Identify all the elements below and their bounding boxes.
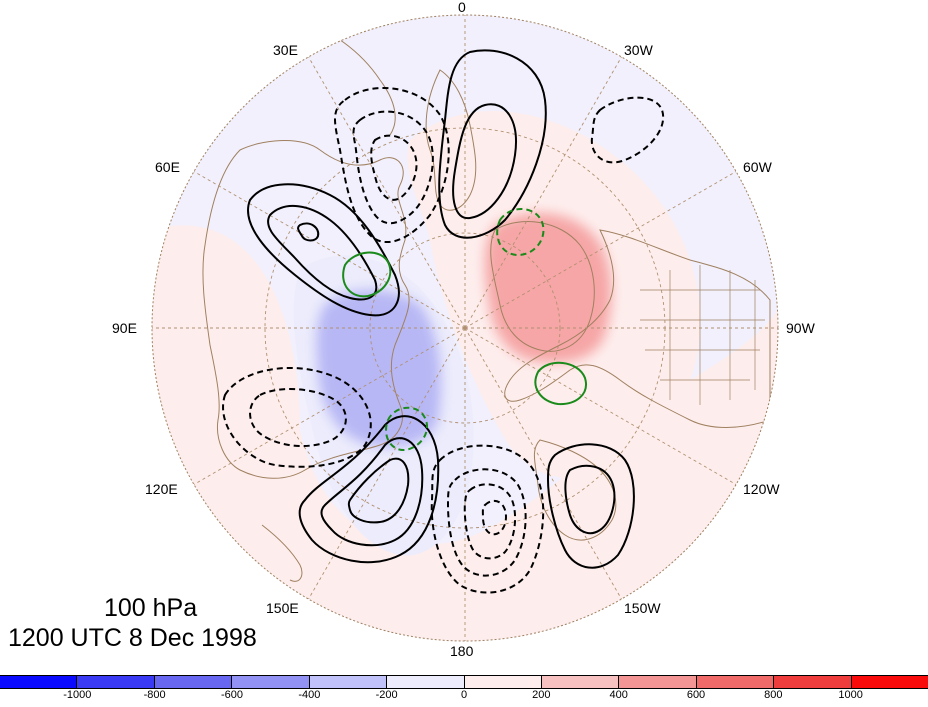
- colorbar-swatch-7: [540, 676, 619, 688]
- colorbar-tick-label: 0: [460, 689, 468, 701]
- land-outlines: [202, 19, 771, 582]
- shading-layer: [152, 15, 778, 641]
- colorbar-tick-label: 600: [686, 689, 706, 701]
- colorbar-tick-label: -200: [375, 689, 398, 701]
- colorbar-swatch-11: [850, 676, 928, 688]
- coastline-japan: [261, 524, 303, 582]
- negative-contour-asia: [222, 366, 372, 468]
- colorbar-tick-label: -600: [220, 689, 244, 701]
- negative-contour-europe: [334, 87, 450, 244]
- longitude-label-120w: 120W: [743, 481, 780, 497]
- meridian-120e: [193, 327, 466, 485]
- positive-contour-pacific-west: [298, 415, 440, 564]
- colorbar-swatch-0: [0, 676, 77, 688]
- longitude-label-150e: 150E: [266, 600, 299, 616]
- colorbar-tick-label: -800: [143, 689, 166, 701]
- meridian-120w: [464, 327, 737, 485]
- colorbar-tick-label: 400: [609, 689, 628, 701]
- meridian-60w: [464, 171, 737, 329]
- green-contour-greenland-dashed: [496, 208, 545, 257]
- longitude-label-60e: 60E: [155, 159, 180, 175]
- colorbar-swatch-10: [773, 676, 851, 688]
- meridian-60e: [193, 171, 466, 329]
- map-boundary: [151, 14, 779, 642]
- positive-contour-scandinavia: [438, 49, 547, 239]
- colorbar-swatch-6: [463, 676, 541, 688]
- colorbar-tick-label: 1000: [838, 689, 863, 701]
- valid-time-caption: 1200 UTC 8 Dec 1998: [8, 624, 257, 652]
- meridian-150w: [464, 327, 622, 600]
- coastline-scandinavia: [425, 69, 477, 211]
- contour-layer: [222, 49, 665, 594]
- coastline-greenland: [490, 221, 595, 352]
- green-contour-hudson: [534, 361, 587, 406]
- coastline-alaska: [533, 439, 617, 541]
- longitude-label-150w: 150W: [624, 600, 661, 616]
- colorbar-swatch-1: [76, 676, 154, 688]
- green-contour-barents: [342, 251, 392, 298]
- green-contours: [342, 208, 587, 452]
- colorbar-swatch-8: [618, 676, 696, 688]
- positive-contour-alaska: [546, 443, 635, 569]
- colorbar-swatch-5: [386, 676, 464, 688]
- colorbar-tick-label: 200: [532, 689, 551, 701]
- longitude-label-0: 0: [458, 0, 466, 15]
- colorbar-swatch-9: [695, 676, 774, 688]
- coastline-north-america: [504, 229, 771, 428]
- meridian-150e: [308, 327, 466, 600]
- negative-contour-pacific: [430, 444, 545, 594]
- colorbar-tick-label: 800: [764, 689, 783, 701]
- negative-shading-strong: [316, 290, 441, 447]
- positive-shading-strong: [485, 213, 612, 363]
- longitude-label-180: 180: [450, 643, 474, 659]
- positive-shading-region: [152, 225, 778, 641]
- colorbar-swatch-2: [153, 676, 232, 688]
- longitude-label-120e: 120E: [145, 481, 178, 497]
- meridian-30w: [464, 56, 622, 329]
- colorbar-swatch-4: [308, 676, 387, 688]
- pressure-level-caption: 100 hPa: [104, 594, 198, 622]
- latitude-circle-70: [369, 232, 561, 424]
- negative-contour-atlantic: [590, 96, 665, 164]
- meridian-30e: [308, 56, 466, 329]
- colorbar-swatch-3: [231, 676, 309, 688]
- longitude-label-90w: 90W: [786, 320, 815, 336]
- longitude-label-60w: 60W: [743, 159, 772, 175]
- us-state-grid: [640, 265, 765, 405]
- longitude-label-30w: 30W: [624, 42, 653, 58]
- longitude-label-90e: 90E: [112, 320, 137, 336]
- colorbar-tick-label: -400: [298, 689, 321, 701]
- coastline-eurasia: [202, 140, 410, 479]
- green-contour-bering-dashed: [385, 406, 428, 452]
- colorbar: [0, 675, 928, 689]
- longitude-label-30e: 30E: [273, 42, 298, 58]
- colorbar-tick-label: -1000: [63, 689, 92, 701]
